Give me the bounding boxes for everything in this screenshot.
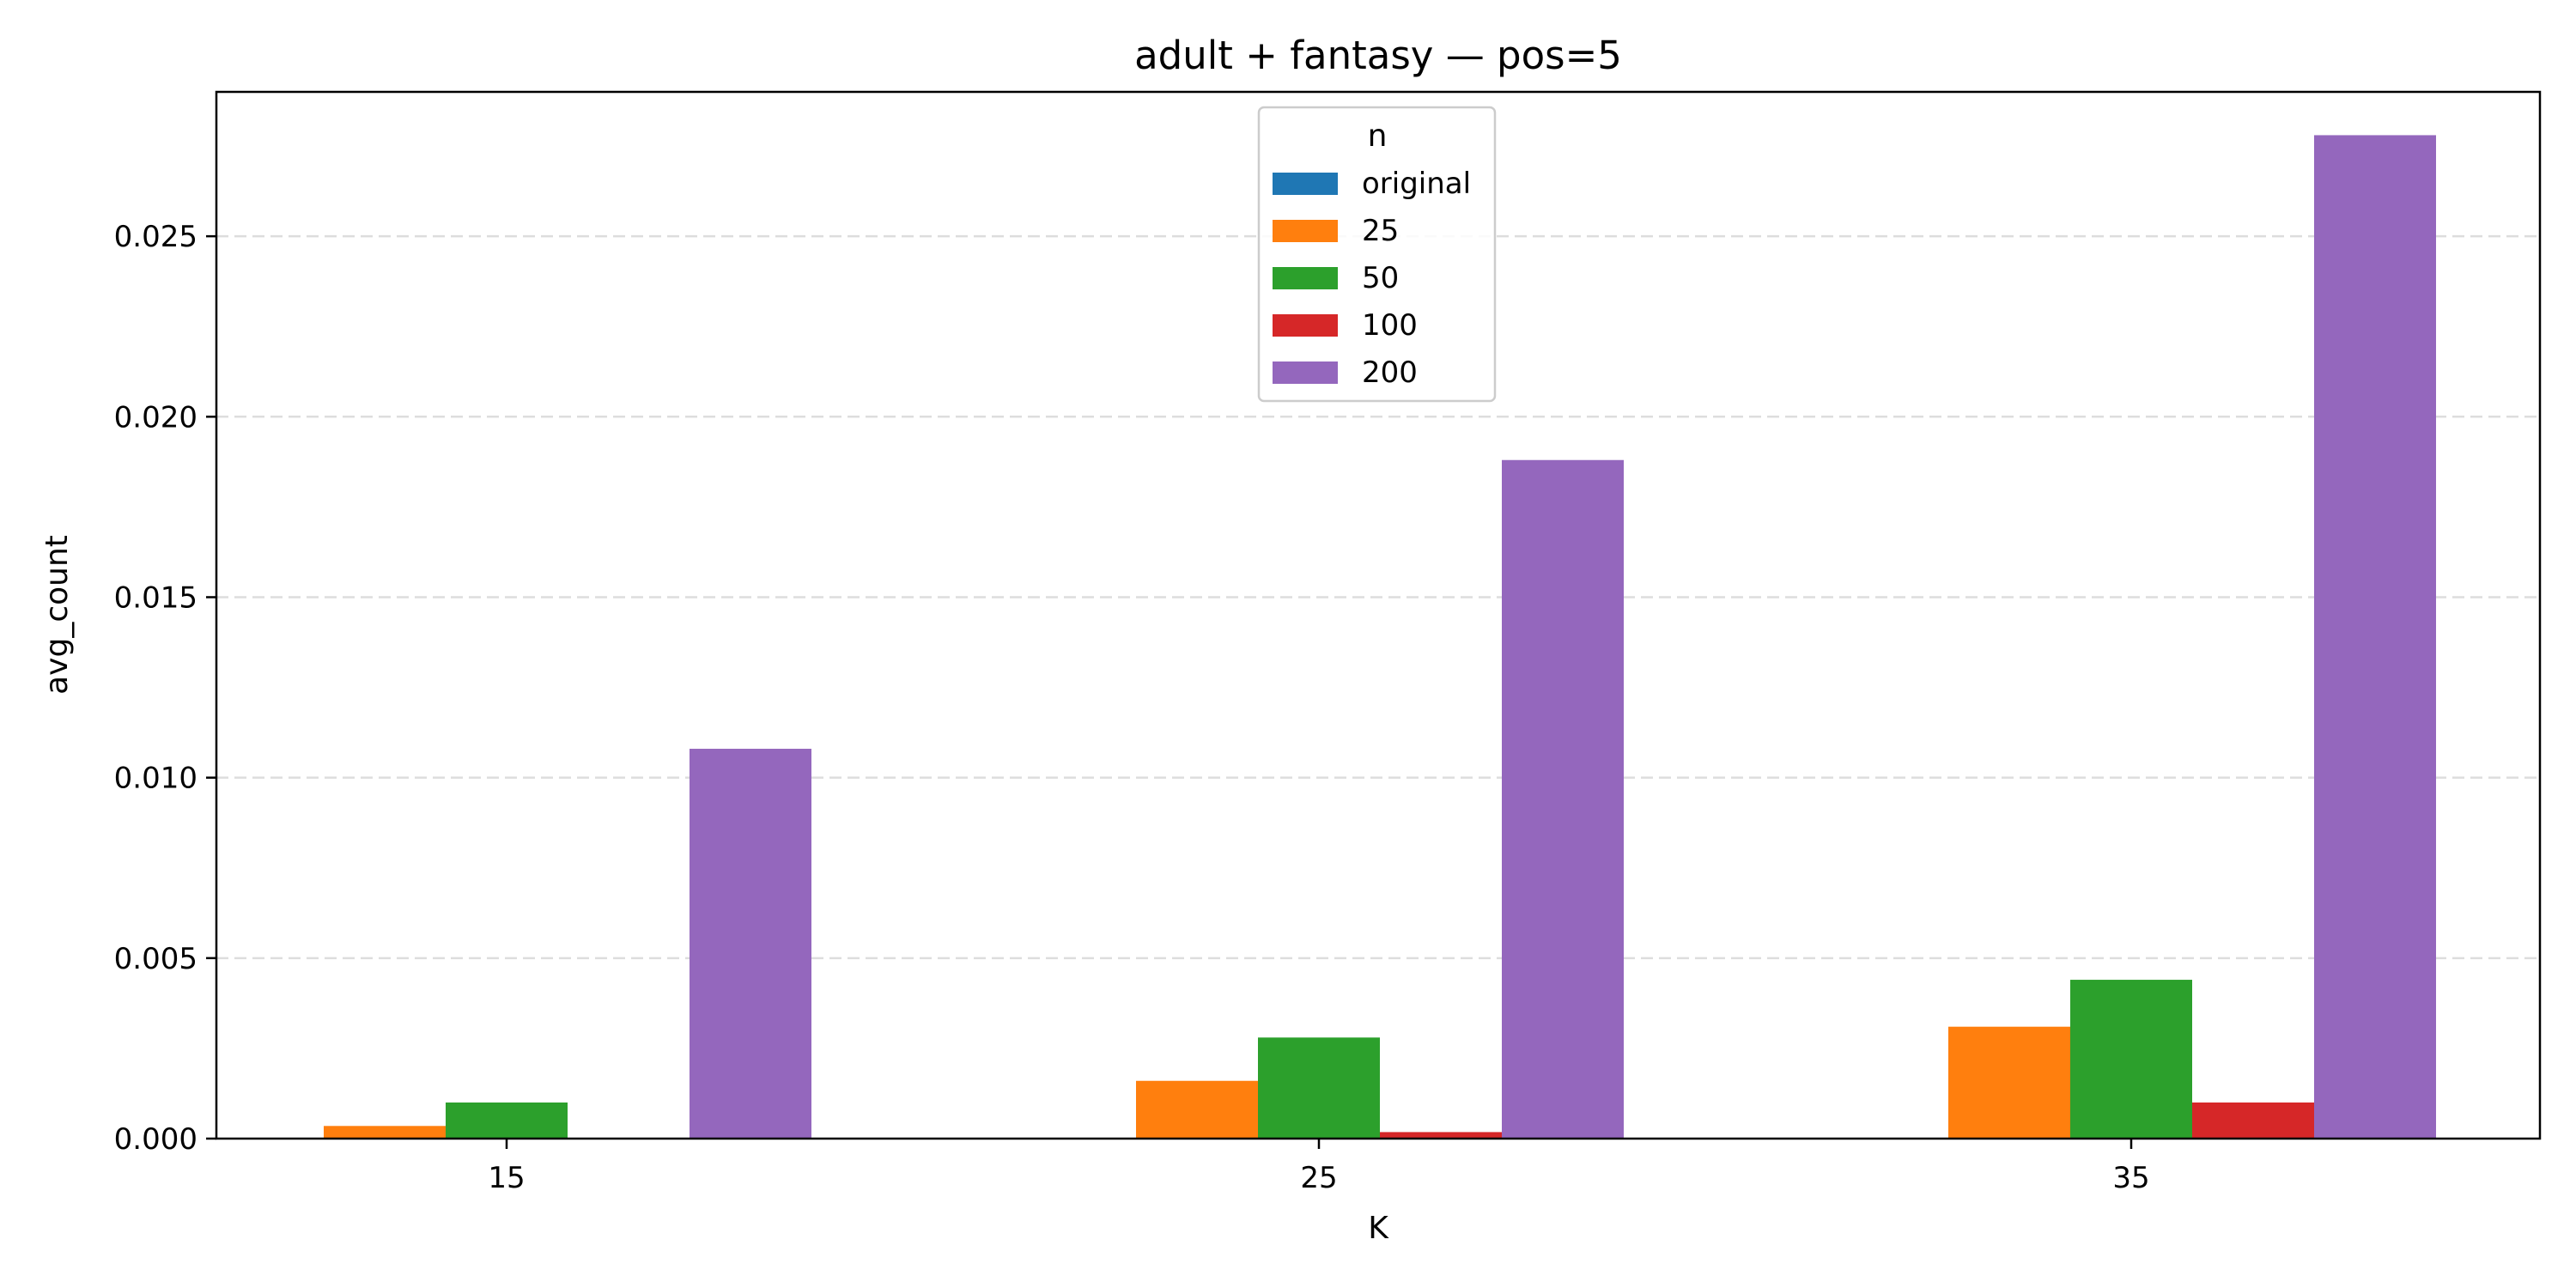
bars (324, 135, 2436, 1139)
bar (1948, 1026, 2070, 1139)
legend-swatch (1273, 173, 1338, 195)
legend-entry: 200 (1362, 355, 1418, 390)
bar (1380, 1132, 1502, 1139)
legend-entry: 25 (1362, 214, 1399, 248)
legend-swatch (1273, 361, 1338, 384)
legend-entry: original (1362, 167, 1471, 201)
x-axis-ticks: 15 25 35 (488, 1139, 2150, 1195)
legend-swatch (1273, 267, 1338, 289)
y-axis-ticks: 0.000 0.005 0.010 0.015 0.020 0.025 (114, 220, 216, 1157)
bar (324, 1126, 446, 1139)
x-tick-label: 35 (2112, 1161, 2149, 1195)
legend-entry: 50 (1362, 261, 1399, 295)
x-axis-label: K (1368, 1211, 1389, 1246)
bar (2070, 980, 2192, 1139)
plot-frame (215, 90, 2542, 1140)
bar (1136, 1080, 1258, 1139)
x-tick-label: 15 (488, 1161, 525, 1195)
y-tick-label: 0.020 (114, 400, 197, 434)
bar (2314, 135, 2436, 1139)
legend-items: original 25 50 100 200 (1273, 167, 1471, 390)
bar (1502, 459, 1624, 1139)
y-tick-label: 0.025 (114, 220, 197, 254)
legend: n original 25 50 100 200 (1257, 106, 1497, 403)
bar (2192, 1102, 2314, 1139)
x-tick-label: 25 (1300, 1161, 1337, 1195)
y-tick-label: 0.005 (114, 942, 197, 976)
legend-title: n (1368, 118, 1388, 154)
y-axis-label: avg_count (39, 535, 75, 695)
legend-swatch (1273, 220, 1338, 242)
legend-swatch (1273, 314, 1338, 337)
bar (690, 749, 811, 1139)
grid-lines (216, 234, 2540, 960)
chart-title: adult + fantasy — pos=5 (1134, 33, 1622, 78)
y-tick-label: 0.010 (114, 762, 197, 796)
legend-entry: 100 (1362, 308, 1418, 343)
y-tick-label: 0.000 (114, 1122, 197, 1157)
bar (1258, 1037, 1380, 1139)
bar (446, 1102, 568, 1139)
y-tick-label: 0.015 (114, 580, 197, 615)
